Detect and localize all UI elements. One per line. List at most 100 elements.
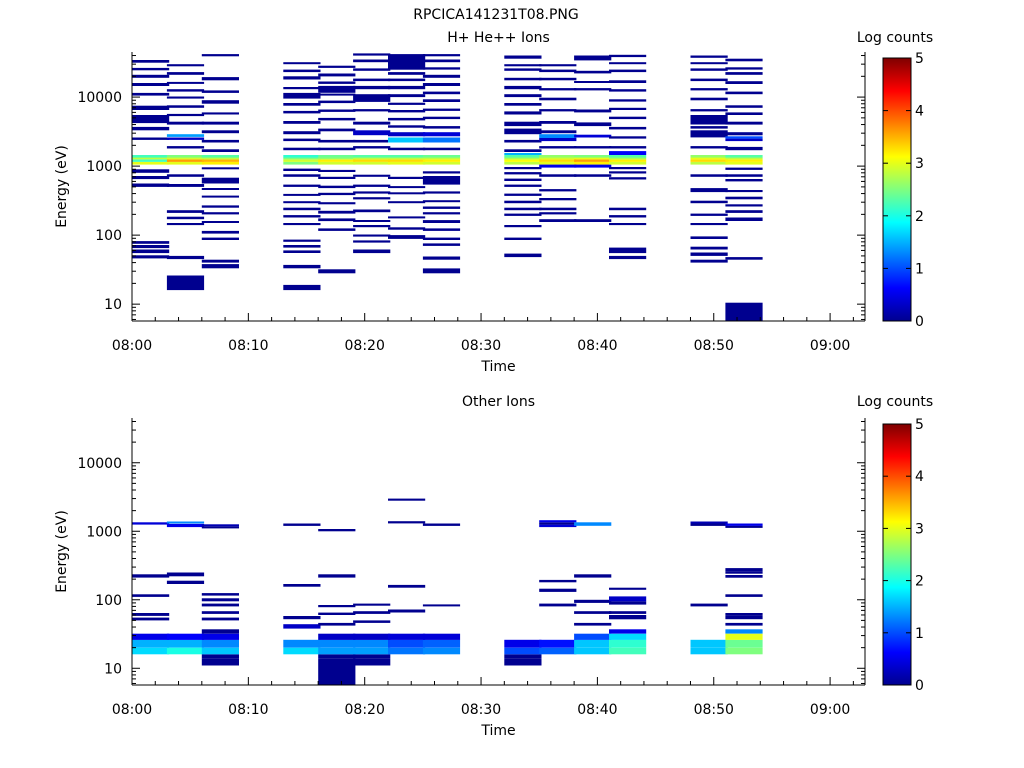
heatmap-cell [201,121,239,125]
heatmap-cell [539,524,577,528]
heatmap-cell [504,207,542,211]
heatmap-cell [504,103,542,106]
heatmap-cell [201,155,239,158]
heatmap-cell [353,161,391,165]
heatmap-cell [725,190,763,193]
heatmap-cell [166,275,205,291]
heatmap-cell [690,155,728,158]
heatmap-cell [283,639,321,648]
heatmap-cell [504,139,542,143]
heatmap-cell [539,157,577,160]
heatmap-cell [318,574,356,578]
heatmap-cell [166,210,205,213]
heatmap-cell [388,235,426,239]
heatmap-cell [318,658,356,685]
panel-0-colorbar-label: Log counts [857,30,933,46]
heatmap-cell [283,92,321,99]
heatmap-cell [504,225,542,228]
heatmap-cell [574,622,612,626]
heatmap-cell [725,91,763,95]
heatmap-cell [725,179,763,182]
panel-0-colorbar: 0 1 2 3 4 5 Log counts [857,30,933,330]
heatmap-cell [539,647,577,655]
heatmap-cell [690,68,728,71]
heatmap-cell [353,633,391,640]
panel-1-heatmap-cells [132,498,763,685]
heatmap-cell [422,256,461,260]
heatmap-cell [353,159,391,162]
heatmap-cell [504,149,542,152]
heatmap-cell [318,147,356,151]
heatmap-cell [725,629,763,634]
heatmap-cell [132,137,170,140]
heatmap-cell [725,67,763,70]
heatmap-cell [609,247,647,254]
heatmap-cell [283,103,321,106]
heatmap-cell [725,159,763,162]
heatmap-cell [609,647,647,655]
colorbar-frame [882,57,912,322]
heatmap-cell [132,647,170,655]
x-tick-label: 08:00 [112,702,152,718]
heatmap-cell [574,164,612,168]
heatmap-cell [690,174,728,177]
heatmap-cell [725,136,763,139]
heatmap-cell [504,253,542,258]
heatmap-cell [422,67,461,70]
heatmap-cell [690,126,728,129]
heatmap-cell [609,80,647,83]
x-tick-label: 08:10 [228,702,268,718]
heatmap-cell [609,54,647,58]
heatmap-cell [539,146,577,149]
heatmap-cell [725,132,763,136]
heatmap-cell [690,523,728,526]
heatmap-cell [201,230,239,234]
heatmap-cell [132,159,170,162]
heatmap-cell [539,109,577,112]
heatmap-cell [422,147,461,151]
heatmap-cell [283,155,321,158]
heatmap-cell [388,132,426,137]
heatmap-cell [283,624,321,629]
heatmap-cell [609,116,647,120]
heatmap-cell [318,633,356,640]
heatmap-cell [504,121,542,127]
panel-0-y-axis-label: Energy (eV) [54,145,70,228]
heatmap-cell [318,157,356,160]
heatmap-cell [504,658,542,666]
heatmap-cell [539,520,577,523]
heatmap-cell [201,611,239,614]
heatmap-cell [422,220,461,223]
heatmap-cell [283,245,321,248]
heatmap-cell [504,94,542,98]
colorbar-gradient [883,58,911,321]
heatmap-cell [201,54,239,57]
heatmap-cell [690,188,728,193]
heatmap-cell [609,155,647,158]
panel-h-he-ions: 08:00 08:10 08:20 08:30 08:40 08:50 09:0010100… [54,30,933,375]
x-tick-label: 08:30 [461,338,501,354]
colorbar-tick-label: 3 [915,156,924,172]
heatmap-cell [201,617,239,621]
heatmap-cell [609,215,647,218]
heatmap-cell [388,137,426,143]
heatmap-cell [539,588,577,592]
heatmap-cell [422,523,461,526]
heatmap-cell [201,205,239,208]
heatmap-cell [690,115,728,125]
heatmap-cell [609,62,647,65]
heatmap-cell [132,245,170,249]
heatmap-cell [166,580,205,584]
colorbar-tick-label: 5 [915,417,924,433]
heatmap-cell [725,257,763,260]
panel-1-x-ticks: 08:00 08:10 08:20 08:30 08:40 08:50 09:00 [112,677,854,718]
heatmap-cell [422,237,461,240]
heatmap-cell [690,130,728,138]
heatmap-cell [318,269,356,274]
heatmap-cell [166,647,205,655]
heatmap-cell [422,200,461,203]
heatmap-cell [201,654,239,659]
heatmap-cell [318,65,356,68]
heatmap-cell [283,159,321,162]
